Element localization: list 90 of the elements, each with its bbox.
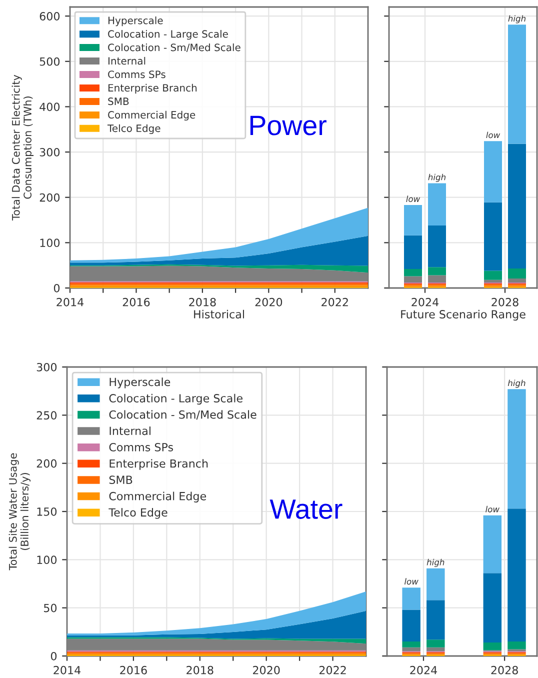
- legend-label: Telco Edge: [107, 124, 160, 134]
- legend-label: Comms SPs: [109, 442, 173, 452]
- bar: [402, 642, 420, 648]
- annotation: Power: [250, 116, 326, 136]
- bar: [428, 225, 446, 268]
- bar: [484, 141, 502, 202]
- y-tick-label: 600: [40, 12, 60, 20]
- y-tick-label: 50: [44, 604, 57, 612]
- x-axis-title: Future Scenario Range: [401, 310, 526, 321]
- bar: [404, 205, 422, 236]
- y-tick-label: 150: [37, 507, 57, 516]
- y-axis-title: Total Site Water Usage (Billion liters/y): [8, 453, 31, 570]
- bar: [404, 235, 422, 269]
- y-tick-label: 0: [50, 652, 57, 660]
- bar: [428, 275, 446, 283]
- x-tick-label: 2024: [410, 666, 437, 674]
- x-tick-label: 2020: [255, 298, 282, 306]
- legend-label: Enterprise Branch: [108, 84, 197, 94]
- annotation: low: [486, 132, 500, 138]
- bar: [404, 276, 422, 283]
- annotation: high: [508, 380, 526, 388]
- legend-label: Colocation - Sm/Med Scale: [108, 43, 240, 52]
- x-tick-label: 2018: [189, 298, 216, 306]
- bar: [508, 642, 526, 650]
- bar: [484, 280, 502, 283]
- legend-label: Colocation - Sm/Med Scale: [109, 410, 256, 420]
- legend-label: Commercial Edge: [109, 492, 206, 502]
- x-tick-label: 2028: [492, 298, 518, 306]
- x-tick-label: 2014: [54, 666, 81, 674]
- annotation: low: [404, 578, 418, 585]
- bar: [508, 278, 526, 283]
- y-tick-label: 100: [37, 556, 57, 564]
- legend-label: SMB: [108, 98, 129, 106]
- bar: [426, 568, 445, 600]
- bar: [428, 267, 446, 276]
- y-tick-label: 250: [36, 411, 57, 420]
- bar: [428, 183, 446, 226]
- bar: [402, 647, 420, 652]
- y-tick-label: 300: [36, 362, 57, 372]
- bar: [402, 588, 420, 610]
- bar: [483, 642, 502, 650]
- bar: [402, 610, 420, 642]
- legend-label: Commercial Edge: [108, 110, 196, 121]
- annotation: high: [426, 558, 444, 567]
- x-tick-label: 2022: [322, 298, 348, 306]
- y-tick-label: 0: [54, 284, 60, 292]
- x-tick-label: 2024: [412, 298, 439, 306]
- bar: [508, 144, 526, 269]
- y-axis-title: Total Data Center Electricity Consumption (TWh): [12, 74, 34, 220]
- bar: [426, 600, 445, 640]
- annotation: high: [508, 15, 526, 24]
- x-tick-label: 2016: [122, 298, 150, 306]
- y-tick-label: 400: [40, 102, 60, 112]
- legend-label: Hyperscale: [110, 378, 170, 388]
- x-tick-label: 2016: [120, 666, 147, 674]
- x-tick-label: 2028: [491, 666, 518, 674]
- x-tick-label: 2014: [56, 298, 84, 306]
- annotation: high: [428, 174, 446, 182]
- legend-label: Hyperscale: [108, 16, 163, 26]
- bar: [426, 640, 445, 648]
- annotation: low: [486, 506, 500, 512]
- legend-label: SMB: [109, 476, 132, 484]
- annotation: low: [406, 196, 420, 202]
- legend-label: Internal: [108, 56, 146, 65]
- bar: [404, 268, 422, 276]
- bar: [508, 24, 526, 144]
- annotation: Water: [270, 500, 342, 519]
- legend-label: Colocation - Large Scale: [108, 30, 228, 40]
- x-tick-label: 2020: [253, 666, 280, 674]
- bar: [484, 270, 502, 280]
- y-tick-label: 200: [40, 193, 60, 202]
- bar: [483, 573, 502, 643]
- legend-label: Enterprise Branch: [110, 459, 208, 470]
- legend-label: Comms SPs: [108, 70, 166, 78]
- bar: [508, 389, 526, 509]
- bar: [483, 515, 502, 574]
- bar: [508, 508, 526, 642]
- bar: [508, 268, 526, 278]
- x-tick-label: 2022: [319, 666, 346, 674]
- legend-label: Colocation - Large Scale: [109, 394, 242, 405]
- bar: [484, 202, 502, 271]
- legend-label: Telco Edge: [108, 508, 168, 519]
- x-tick-label: 2018: [186, 666, 214, 674]
- y-tick-label: 200: [36, 459, 57, 468]
- legend-label: Internal: [110, 426, 150, 436]
- y-tick-label: 500: [40, 57, 60, 66]
- y-tick-label: 300: [40, 148, 60, 156]
- x-axis-title: Historical: [194, 310, 244, 318]
- bar: [426, 647, 445, 652]
- y-tick-label: 100: [40, 238, 60, 248]
